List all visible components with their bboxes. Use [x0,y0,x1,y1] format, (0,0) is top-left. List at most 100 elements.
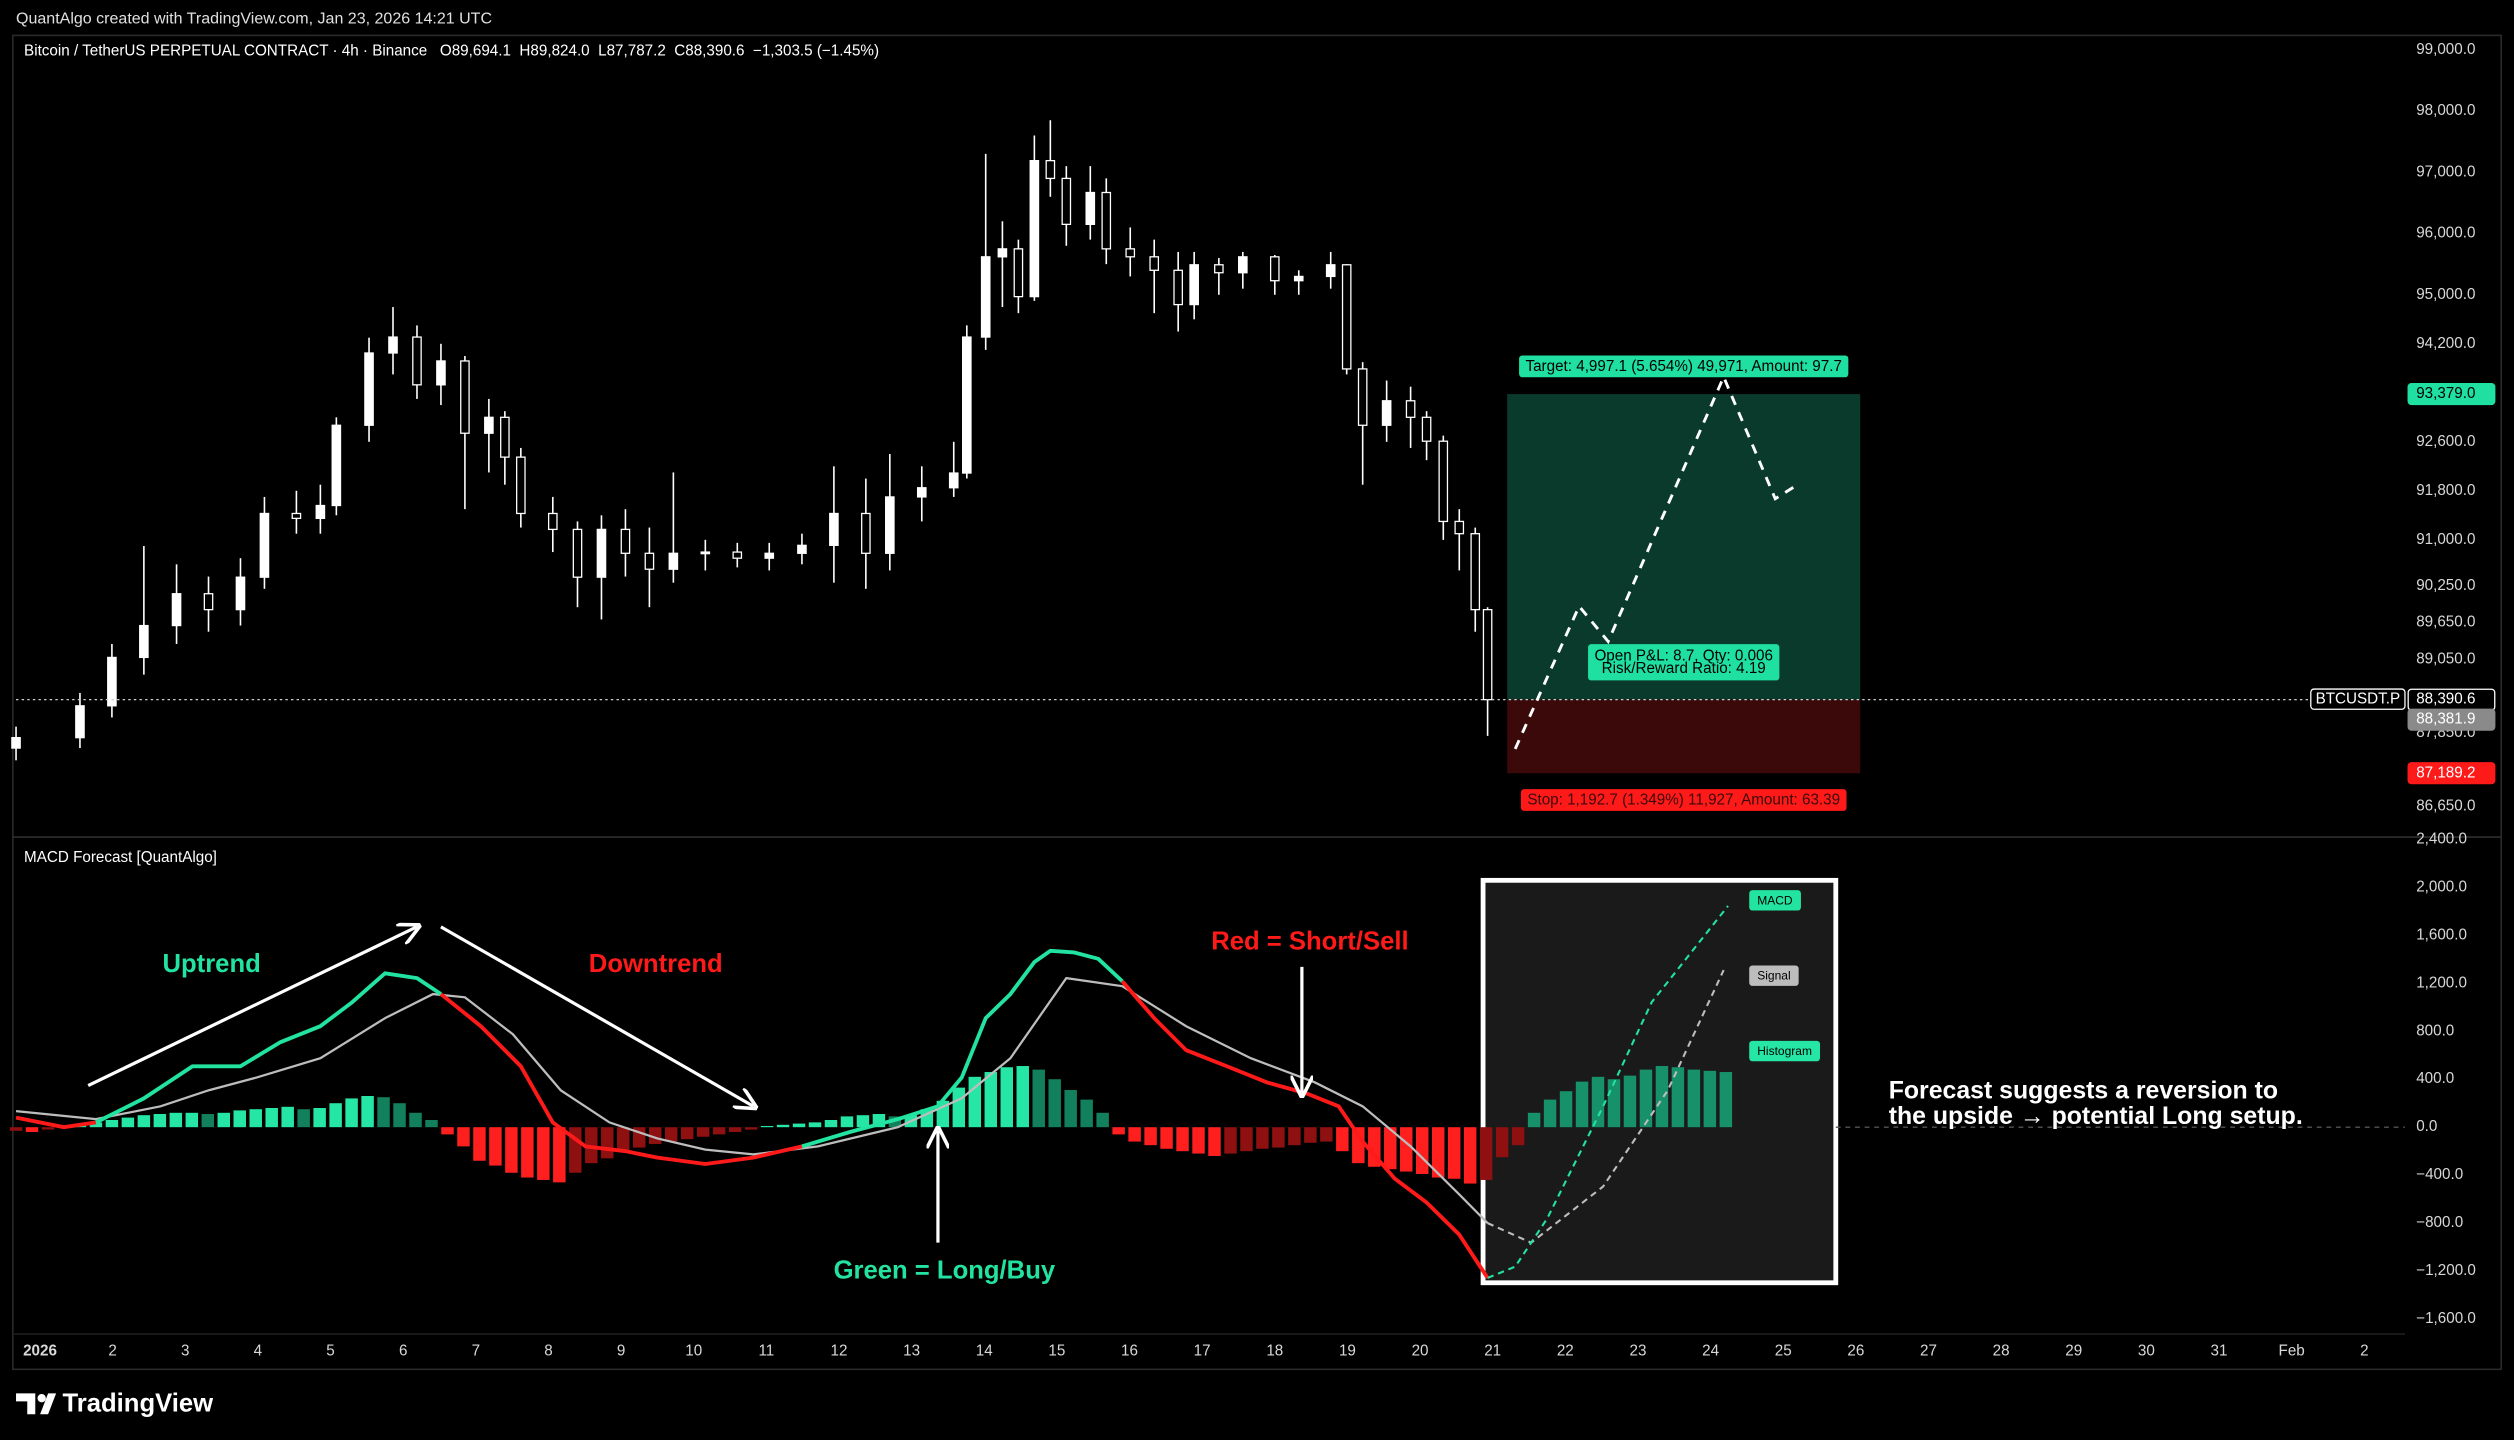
histogram-bar [1000,1067,1013,1128]
x-tick-label: 13 [903,1343,920,1360]
indicator-title: MACD Forecast [QuantAlgo] [24,849,217,866]
y-tick-label: 97,000.0 [2416,163,2475,180]
histogram-bar [712,1127,726,1135]
histogram-bar [25,1127,39,1132]
histogram-bar [1384,1127,1397,1170]
histogram-bar [776,1124,790,1128]
candle-body [75,705,85,739]
candle-body [1470,533,1481,611]
candle-body [516,456,526,515]
y-tick-label: −1,200.0 [2416,1262,2476,1279]
macd-pane: 2,400.0 2,000.0 1,600.0 1,200.0 800.0 400.0 0.… [9,830,2476,1360]
y-tick-label: −400.0 [2416,1166,2463,1183]
y-tick-label: 800.0 [2416,1022,2454,1039]
candle-body [1325,264,1336,278]
price-label-box [2407,383,2496,406]
candle-body [1293,275,1304,282]
histogram-bar [281,1106,294,1128]
y-tick-label: 89,650.0 [2416,614,2475,631]
y-tick-label: 400.0 [2416,1070,2454,1087]
histogram-bar [121,1117,135,1128]
legend-label: Signal [1757,969,1790,983]
y-tick-label: 86,650.0 [2416,797,2475,814]
histogram-bar [792,1123,806,1128]
x-tick-label: 4 [254,1343,263,1360]
x-tick-label: 27 [1920,1343,1937,1360]
label-box [1520,789,1847,811]
histogram-bar [1224,1127,1237,1154]
x-tick-label: 2026 [23,1343,57,1360]
histogram-bar [137,1115,151,1128]
x-tick-label: 24 [1702,1343,1719,1360]
credit: QuantAlgo created with TradingView.com, … [16,10,492,28]
x-tick-label: 3 [181,1343,189,1360]
histogram-bar [1160,1127,1173,1149]
forecast-histogram-bar [1623,1075,1637,1128]
x-tick-label: 28 [1993,1343,2010,1360]
candle-body [1085,191,1096,225]
histogram-bar [1064,1090,1077,1128]
histogram-bar [1096,1112,1109,1128]
y-tick-label: 96,000.0 [2416,225,2475,242]
x-tick-label: 21 [1484,1343,1501,1360]
candle-body [948,472,959,489]
candle-body [700,551,711,555]
y-tick-label: 99,000.0 [2416,41,2475,58]
histogram-bar [489,1127,502,1166]
x-tick-label: 22 [1557,1343,1574,1360]
candle-body [364,352,374,426]
candle-body [1482,609,1493,701]
x-tick-label: 30 [2138,1343,2155,1360]
candle-body [1438,440,1449,523]
histogram-bar [201,1113,215,1128]
y-tick-label: 1,200.0 [2416,974,2467,991]
candle-body [732,551,743,559]
histogram-bar [329,1103,342,1128]
label-box [2310,688,2406,710]
histogram-bar [537,1127,550,1180]
x-tick-label: 5 [326,1343,334,1360]
y-tick-label: 94,200.0 [2416,335,2475,352]
x-tick-label: 10 [685,1343,702,1360]
x-tick-label: Feb [2279,1343,2305,1360]
rr-text: Risk/Reward Ratio: 4.19 [1602,660,1766,677]
candle-body [797,544,807,554]
x-tick-label: 7 [472,1343,480,1360]
histogram-bar [377,1097,390,1128]
histogram-bar [856,1115,870,1128]
x-tick-label: 12 [831,1343,848,1360]
candle-body [1013,248,1024,298]
forecast-histogram-bar [1719,1072,1733,1128]
histogram-bar [1256,1127,1269,1149]
histogram-bar [601,1127,614,1159]
x-tick-label: 25 [1775,1343,1792,1360]
y-tick-label: −800.0 [2416,1214,2463,1231]
candle-body [1125,248,1136,258]
candle-body [484,416,494,434]
candle-body [1173,269,1183,306]
candle-body [997,248,1008,258]
label-box [1519,355,1849,378]
y-tick-label: 89,050.0 [2416,650,2475,667]
histogram-bar [1288,1127,1301,1146]
macd-line [801,948,1124,1149]
pnl-text: Open P&L: 8.7, Qty: 0.006 [1594,647,1773,664]
label-box [1588,644,1780,681]
candle-body [547,512,558,531]
candle-body [1454,520,1465,535]
price-pane: 99,000.0 98,000.0 97,000.0 96,000.0 95,000.0… [11,41,2496,814]
x-tick-label: 26 [1847,1343,1864,1360]
histogram-bar [425,1119,438,1128]
y-tick-label: −1,600.0 [2416,1310,2476,1327]
histogram-bar [217,1112,230,1128]
histogram-bar [1320,1127,1333,1142]
x-tick-label: 9 [617,1343,625,1360]
candle-body [620,528,631,554]
histogram-bar [1400,1127,1413,1172]
annotation: Uptrend [162,950,260,978]
signal-line [15,976,1489,1224]
histogram-bar [1352,1127,1365,1164]
